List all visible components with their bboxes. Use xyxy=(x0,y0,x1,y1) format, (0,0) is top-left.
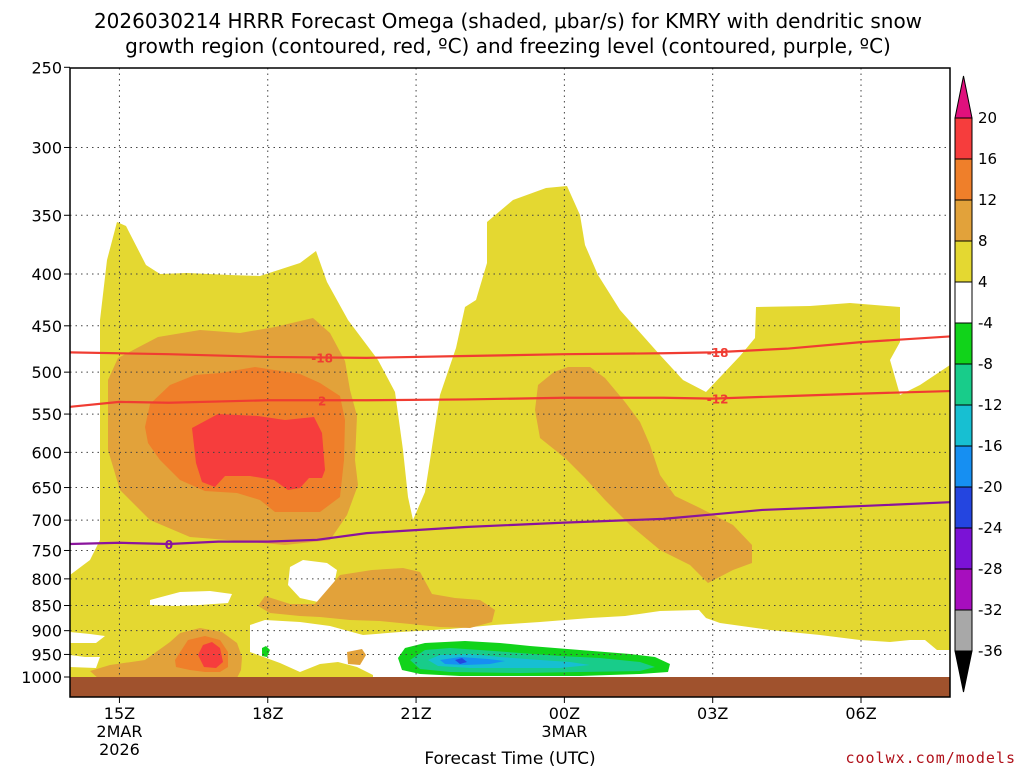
credit-text: coolwx.com/models xyxy=(845,749,1016,767)
y-tick-label: 350 xyxy=(31,206,62,225)
x-tick-label: 21Z xyxy=(400,704,431,723)
colorbar-label: -28 xyxy=(978,560,1003,578)
colorbar-swatch xyxy=(954,240,973,283)
y-tick-label: 950 xyxy=(31,645,62,664)
contour-label: -18 xyxy=(311,351,333,365)
colorbar-bottom-arrow xyxy=(954,650,973,693)
chart-title-line-1: 2026030214 HRRR Forecast Omega (shaded, … xyxy=(94,9,922,33)
contour-label: -18 xyxy=(707,346,729,360)
temperature-contours: -18 -18 2 -12 0 xyxy=(70,335,950,552)
y-tick-label: 450 xyxy=(31,317,62,336)
y-tick-label: 500 xyxy=(31,363,62,382)
y-tick-label: 750 xyxy=(31,541,62,560)
colorbar-swatch xyxy=(954,527,973,570)
x-tick-label: 2MAR xyxy=(96,722,142,741)
colorbar-label: -16 xyxy=(978,437,1003,455)
ground-surface xyxy=(70,677,950,697)
y-tick-label: 300 xyxy=(31,138,62,157)
colorbar-label: 8 xyxy=(978,232,988,250)
colorbar-label: 12 xyxy=(978,191,997,209)
colorbar-label: -20 xyxy=(978,478,1003,496)
colorbar-swatch xyxy=(954,404,973,447)
x-tick-label: 3MAR xyxy=(541,722,587,741)
colorbar-swatch xyxy=(954,568,973,611)
colorbar-label: -4 xyxy=(978,314,993,332)
grid-lines xyxy=(70,68,950,697)
y-tick-label: 600 xyxy=(31,443,62,462)
colorbar-swatch xyxy=(954,486,973,529)
contour-label: 2 xyxy=(318,394,326,408)
colorbar-swatch xyxy=(954,199,973,242)
y-tick-label: 550 xyxy=(31,405,62,424)
colorbar-swatch xyxy=(954,363,973,406)
x-tick-label: 2026 xyxy=(99,740,140,759)
colorbar-swatch xyxy=(954,117,973,160)
plot-area: -18 -18 2 -12 0 xyxy=(70,68,950,697)
omega-shade-minus-20-to-minus-24 xyxy=(455,658,467,664)
x-tick-label: 03Z xyxy=(697,704,728,723)
colorbar-swatch xyxy=(954,445,973,488)
colorbar-swatch xyxy=(954,609,973,652)
contour-1 xyxy=(70,389,950,408)
colorbar-swatch xyxy=(954,322,973,365)
y-tick-label: 400 xyxy=(31,265,62,284)
y-tick-label: 800 xyxy=(31,570,62,589)
colorbar-label: 20 xyxy=(978,109,997,127)
colorbar: 20 16 12 8 4 -4 -8 -12 -16 -20 -24 -28 -32 -36 xyxy=(954,75,1003,693)
contour-label: -12 xyxy=(707,392,729,406)
x-tick-label: 06Z xyxy=(845,704,876,723)
contour-0 xyxy=(70,335,950,359)
chart-title-line-2: growth region (contoured, red, ºC) and f… xyxy=(125,34,891,58)
y-tick-label: 900 xyxy=(31,622,62,641)
y-axis: 250 300 350 400 450 500 550 600 650 700 750 800 850 9… xyxy=(21,58,70,687)
x-axis-label: Forecast Time (UTC) xyxy=(424,749,595,768)
y-tick-label: 650 xyxy=(31,479,62,498)
colorbar-label: -24 xyxy=(978,519,1003,537)
y-tick-label: 250 xyxy=(31,58,62,77)
x-tick-label: 00Z xyxy=(549,704,580,723)
colorbar-label: 16 xyxy=(978,150,997,168)
y-tick-label: 1000 xyxy=(21,668,62,687)
x-tick-label: 18Z xyxy=(252,704,283,723)
y-tick-label: 850 xyxy=(31,597,62,616)
colorbar-swatch xyxy=(954,158,973,201)
x-tick-label: 15Z xyxy=(104,704,135,723)
colorbar-top-arrow xyxy=(954,75,973,119)
contour-label: 0 xyxy=(165,538,173,552)
colorbar-label: 4 xyxy=(978,273,988,291)
colorbar-label: -36 xyxy=(978,642,1003,660)
y-tick-label: 700 xyxy=(31,511,62,530)
colorbar-swatch xyxy=(954,281,973,324)
colorbar-label: -32 xyxy=(978,601,1003,619)
contour-2 xyxy=(70,501,950,546)
colorbar-label: -12 xyxy=(978,396,1003,414)
colorbar-label: -8 xyxy=(978,355,993,373)
plot-frame xyxy=(69,67,951,698)
omega-shade-minus-16-to-minus-20 xyxy=(440,657,505,665)
